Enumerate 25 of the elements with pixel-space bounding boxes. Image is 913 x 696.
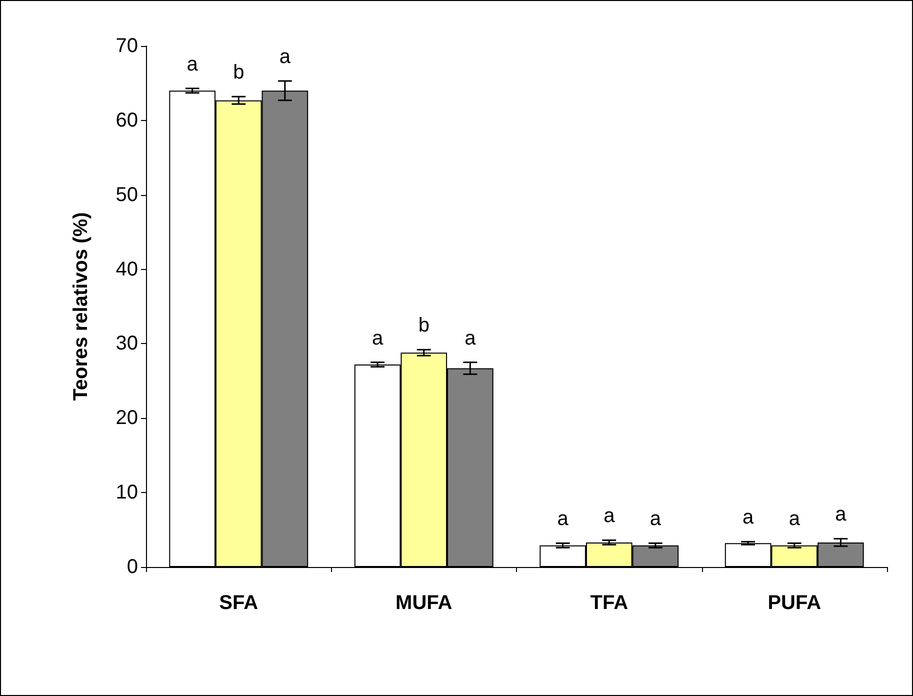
- data-label: a: [650, 508, 662, 530]
- y-tick-label: 10: [116, 482, 138, 504]
- y-tick-label: 40: [116, 258, 138, 280]
- data-label: a: [372, 327, 384, 350]
- data-label: a: [742, 506, 754, 529]
- data-label: a: [186, 53, 199, 76]
- data-label: a: [835, 504, 848, 526]
- x-tick-label: TFA: [590, 592, 628, 614]
- x-tick-label: PUFA: [768, 592, 822, 614]
- y-tick-label: 30: [116, 332, 138, 355]
- y-tick-label: 60: [116, 109, 138, 132]
- y-tick-label: 0: [126, 556, 138, 578]
- x-tick-label: SFA: [219, 592, 258, 614]
- data-label: a: [464, 327, 477, 350]
- data-label: b: [233, 62, 244, 84]
- data-label: a: [557, 508, 570, 530]
- y-tick-label: 20: [116, 407, 138, 430]
- data-label: a: [604, 505, 616, 528]
- y-axis-title: Teores relativos (%): [70, 212, 92, 401]
- data-label: b: [418, 314, 430, 337]
- data-label: a: [279, 46, 292, 68]
- y-tick-label: 70: [116, 35, 138, 57]
- y-tick-label: 50: [116, 184, 138, 206]
- x-tick-label: MUFA: [396, 592, 452, 614]
- data-label: a: [788, 508, 801, 530]
